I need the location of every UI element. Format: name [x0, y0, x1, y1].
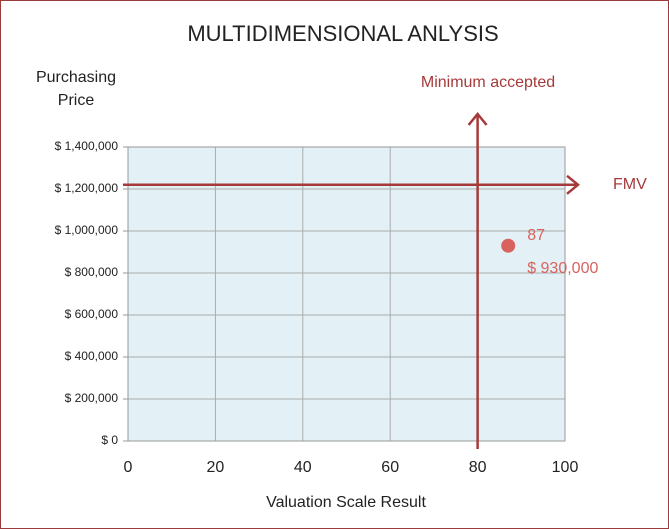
y-axis-label: Price	[58, 92, 95, 109]
y-tick-label: $ 800,000	[65, 265, 119, 279]
x-tick-label: 60	[381, 459, 399, 476]
chart-title: MULTIDIMENSIONAL ANLYSIS	[187, 21, 498, 46]
y-tick-label: $ 600,000	[65, 307, 119, 321]
x-tick-label: 0	[124, 459, 133, 476]
x-tick-label: 20	[207, 459, 225, 476]
min-arrow	[467, 112, 488, 126]
x-tick-label: 40	[294, 459, 312, 476]
y-tick-label: $ 1,200,000	[55, 181, 119, 195]
point-y-label: $ 930,000	[527, 260, 598, 277]
y-tick-label: $ 1,400,000	[55, 139, 119, 153]
point	[501, 238, 516, 253]
fmv-arrow	[566, 174, 580, 195]
x-tick-label: 100	[552, 459, 579, 476]
x-axis-label: Valuation Scale Result	[266, 494, 426, 511]
plot-border	[127, 146, 566, 442]
y-tick-label: $ 0	[101, 433, 118, 447]
y-tick-label: $ 1,000,000	[55, 223, 119, 237]
point-x-label: 87	[527, 227, 545, 244]
y-tick-label: $ 400,000	[65, 349, 119, 363]
x-tick-label: 80	[469, 459, 487, 476]
y-tick-label: $ 200,000	[65, 391, 119, 405]
min-label: Minimum accepted	[421, 74, 555, 91]
y-axis-label: Purchasing	[36, 69, 116, 86]
fmv-label: FMV	[613, 176, 647, 193]
plot-area	[128, 147, 565, 441]
